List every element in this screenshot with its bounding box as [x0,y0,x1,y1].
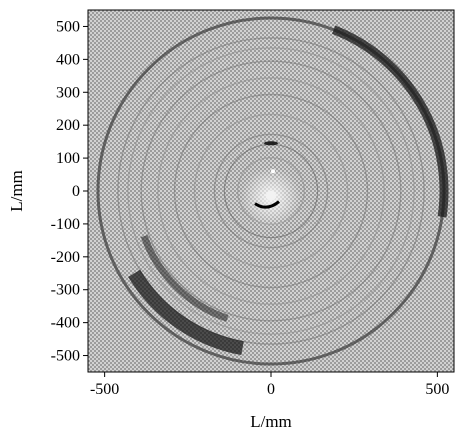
x-tick-label: -500 [90,381,119,398]
faint-ring [173,93,369,289]
y-tick-label: 0 [72,183,80,200]
x-axis-title: L/mm [250,412,292,431]
y-tick-label: 300 [56,84,80,101]
y-tick-label: -200 [51,249,80,266]
plot-frame [87,9,455,373]
faint-ring [140,60,402,322]
center-bright-spot [266,190,276,201]
y-axis-title: L/mm [7,170,26,212]
y-axis-ticks: 500 400 300 200 100 0 -100 -200 -300 -400 -500 [51,18,88,365]
x-tick-label: 0 [267,381,275,398]
y-tick-label: -400 [51,315,80,332]
y-tick-label: -300 [51,282,80,299]
faint-ring [117,37,425,345]
center-highlight [271,169,275,174]
left-dark-arc [128,269,244,356]
x-axis-ticks: -500 0 500 [90,372,449,398]
center-dark-streak [254,200,280,209]
faint-ring [193,113,349,269]
faint-ring [213,133,329,249]
y-tick-label: -100 [51,216,80,233]
faint-ring [127,47,415,335]
image-features [96,16,449,366]
left-inner-arc [140,234,229,322]
x-tick-label: 500 [425,381,449,398]
y-tick-label: 200 [56,117,80,134]
y-tick-label: -500 [51,348,80,365]
y-tick-label: 100 [56,150,80,167]
inner-ring-dark-spot [264,141,278,146]
upper-right-dark-arc [332,25,449,218]
y-tick-label: 400 [56,51,80,68]
y-tick-label: 500 [56,18,80,35]
faint-ring [157,77,385,305]
